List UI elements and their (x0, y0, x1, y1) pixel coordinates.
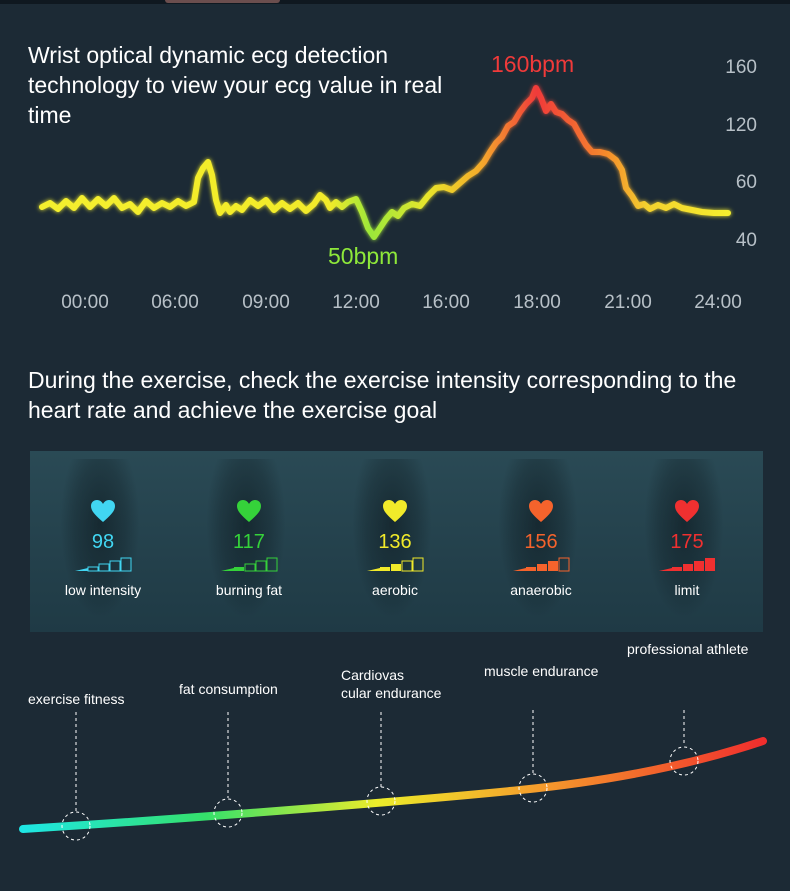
zone-bpm-value: 98 (91, 531, 115, 553)
meter-bar (558, 557, 570, 572)
meter-bar (694, 561, 704, 571)
zone-label: burning fat (215, 582, 283, 598)
intensity-meter-icon (75, 557, 132, 572)
goal-marker (213, 798, 243, 828)
goal-label: fat consumption (179, 681, 278, 697)
y-tick-label: 120 (725, 115, 757, 136)
meter-bar (705, 558, 715, 571)
heart-icon (529, 500, 553, 522)
goal-marker (366, 786, 396, 816)
zone-card: 117 burning fat (176, 451, 322, 632)
zone-label: low intensity (64, 582, 142, 598)
y-tick-label: 60 (735, 172, 757, 193)
zone-card: 156 anaerobic (468, 451, 614, 632)
zone-card: 175 limit (614, 451, 760, 632)
goal-label: professional athlete (627, 641, 749, 657)
meter-bar (401, 560, 413, 572)
meter-bar (391, 564, 401, 571)
meter-bar (548, 561, 558, 571)
y-tick-label: 160 (725, 57, 757, 78)
x-tick-label: 12:00 (332, 292, 380, 313)
meter-bar (266, 557, 278, 572)
zone-bpm-value: 136 (378, 531, 412, 553)
meter-bar (412, 557, 424, 572)
runner-silhouette (352, 459, 432, 619)
meter-base (221, 568, 234, 571)
meter-bar (120, 557, 132, 572)
top-image-strip (0, 0, 790, 4)
meter-base (659, 568, 672, 571)
meter-base (513, 568, 526, 571)
exercise-title: During the exercise, check the exercise … (28, 367, 737, 423)
zone-label: aerobic (372, 582, 418, 598)
x-tick-label: 00:00 (61, 292, 109, 313)
runner-silhouette (60, 459, 140, 619)
intensity-meter-icon (367, 557, 424, 572)
intensity-meter-icon (659, 558, 715, 571)
zone-label: anaerobic (510, 582, 572, 598)
x-tick-label: 16:00 (422, 292, 470, 313)
x-tick-label: 24:00 (694, 292, 742, 313)
ecg-title: Wrist optical dynamic ecg detection tech… (28, 42, 443, 128)
meter-bar (380, 567, 390, 571)
meter-base (367, 568, 380, 571)
meter-bar (244, 563, 256, 572)
peak-bpm-label: 160bpm (491, 51, 575, 77)
meter-bar (255, 560, 267, 572)
heart-icon (237, 500, 261, 522)
top-image-fragment (165, 0, 280, 3)
ecg-heart-rate-line (39, 85, 731, 240)
heart-icon (91, 500, 115, 522)
x-tick-label: 18:00 (513, 292, 561, 313)
heart-icon (675, 500, 699, 522)
meter-bar (87, 566, 99, 572)
goal-label: Cardiovas cular endurance (341, 667, 442, 701)
runner-silhouette (206, 459, 286, 619)
x-tick-label: 21:00 (604, 292, 652, 313)
goal-marker (518, 773, 548, 803)
y-tick-label: 40 (735, 230, 757, 251)
meter-bar (98, 563, 110, 572)
zone-bpm-value: 175 (670, 531, 704, 553)
x-tick-label: 06:00 (151, 292, 199, 313)
x-tick-label: 09:00 (242, 292, 290, 313)
zone-card: 136 aerobic (322, 451, 468, 632)
goal-marker (61, 811, 91, 841)
zone-bpm-value: 117 (233, 531, 265, 553)
meter-bar (672, 567, 682, 571)
meter-base (75, 568, 88, 571)
goal-progress-curve (19, 737, 767, 833)
goal-marker (669, 746, 699, 776)
meter-bar (109, 560, 121, 572)
goal-label: exercise fitness (28, 691, 125, 707)
meter-bar (683, 564, 693, 571)
meter-bar (537, 564, 547, 571)
zone-card: 98 low intensity (30, 451, 176, 632)
runner-silhouette (498, 459, 578, 619)
heart-icon (383, 500, 407, 522)
intensity-meter-icon (513, 557, 570, 572)
zone-label: limit (674, 582, 700, 598)
intensity-meter-icon (221, 557, 278, 572)
goal-label: muscle endurance (484, 663, 599, 679)
intensity-zones-panel: 98 low intensity 117 burning fat 136 aer… (30, 451, 763, 632)
low-bpm-label: 50bpm (328, 243, 399, 269)
zone-bpm-value: 156 (524, 531, 558, 553)
meter-bar (234, 567, 244, 571)
meter-bar (526, 567, 536, 571)
runner-silhouette (644, 459, 724, 619)
